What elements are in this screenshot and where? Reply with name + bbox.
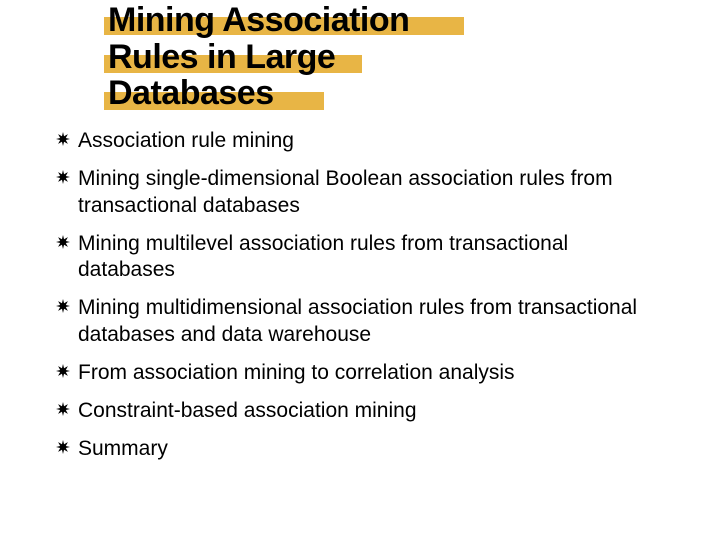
bullet-icon bbox=[56, 440, 70, 459]
bullet-item: Constraint-based association mining bbox=[56, 398, 660, 424]
bullet-icon bbox=[56, 132, 70, 151]
bullet-item: Summary bbox=[56, 436, 660, 462]
bullet-item: Mining single-dimensional Boolean associ… bbox=[56, 166, 660, 219]
slide-title: Mining Association Rules in Large Databa… bbox=[108, 2, 680, 112]
bullet-text: Mining multidimensional association rule… bbox=[78, 295, 660, 348]
title-line-1: Mining Association bbox=[108, 1, 409, 39]
title-line-2: Rules in Large bbox=[108, 38, 335, 76]
title-block: Mining Association Rules in Large Databa… bbox=[0, 0, 720, 112]
bullet-icon bbox=[56, 170, 70, 189]
bullet-text: Mining multilevel association rules from… bbox=[78, 231, 660, 284]
bullet-text: Mining single-dimensional Boolean associ… bbox=[78, 166, 660, 219]
bullet-text: Constraint-based association mining bbox=[78, 398, 417, 424]
bullet-list: Association rule mining Mining single-dim… bbox=[0, 128, 720, 463]
slide: Mining Association Rules in Large Databa… bbox=[0, 0, 720, 540]
bullet-text: Summary bbox=[78, 436, 168, 462]
bullet-icon bbox=[56, 402, 70, 421]
bullet-icon bbox=[56, 235, 70, 254]
bullet-item: Mining multilevel association rules from… bbox=[56, 231, 660, 284]
bullet-item: Association rule mining bbox=[56, 128, 660, 154]
bullet-text: From association mining to correlation a… bbox=[78, 360, 515, 386]
bullet-item: From association mining to correlation a… bbox=[56, 360, 660, 386]
bullet-icon bbox=[56, 364, 70, 383]
bullet-item: Mining multidimensional association rule… bbox=[56, 295, 660, 348]
title-line-3: Databases bbox=[108, 74, 274, 112]
bullet-text: Association rule mining bbox=[78, 128, 294, 154]
bullet-icon bbox=[56, 299, 70, 318]
